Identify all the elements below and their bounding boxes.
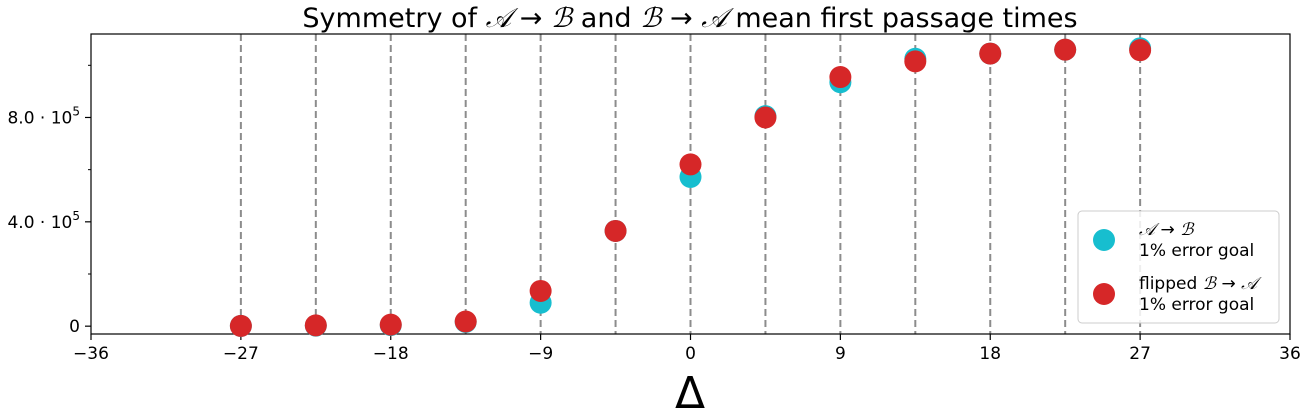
chart-title: Symmetry of 𝒜 → ℬ and ℬ → 𝒜 mean first p… (302, 3, 1077, 34)
data-point (829, 66, 852, 89)
y-tick-label: 4.0 · 105 (7, 209, 80, 233)
data-point (454, 310, 477, 333)
data-point (304, 314, 327, 337)
legend-marker (1093, 283, 1115, 305)
x-axis-label: Δ (675, 368, 705, 417)
data-point (1054, 38, 1077, 61)
data-point (904, 50, 927, 73)
legend-label: flipped ℬ → 𝒜 (1139, 274, 1262, 294)
x-tick-label: 27 (1129, 344, 1151, 364)
data-point (679, 153, 702, 176)
data-point (379, 313, 402, 336)
y-tick-label: 8.0 · 105 (7, 104, 80, 128)
x-tick-label: −27 (223, 344, 259, 364)
x-tick-label: 18 (979, 344, 1001, 364)
data-point (1129, 39, 1152, 62)
legend-label-sub: 1% error goal (1139, 241, 1254, 261)
data-point (754, 106, 777, 129)
x-tick-label: −36 (73, 344, 109, 364)
legend-label: 𝒜 → ℬ (1139, 220, 1195, 240)
data-point (529, 279, 552, 302)
data-points (229, 37, 1152, 337)
series-1 (229, 38, 1152, 337)
y-axis-ticks: 0 4.0 · 105 8.0 · 105 (7, 64, 91, 337)
y-tick-label: 0 (69, 317, 80, 337)
legend-box (1077, 210, 1280, 324)
data-point (229, 314, 252, 337)
x-tick-label: −18 (373, 344, 409, 364)
data-point (604, 219, 627, 242)
data-point (979, 42, 1002, 65)
legend-marker (1093, 229, 1115, 251)
x-tick-label: 36 (1279, 344, 1301, 364)
x-tick-label: 9 (835, 344, 846, 364)
x-tick-label: 0 (685, 344, 696, 364)
x-tick-label: −9 (528, 344, 553, 364)
x-axis-ticks: −36 −27 −18 −9 0 9 18 27 36 (73, 334, 1301, 364)
legend-label-sub: 1% error goal (1139, 295, 1254, 315)
